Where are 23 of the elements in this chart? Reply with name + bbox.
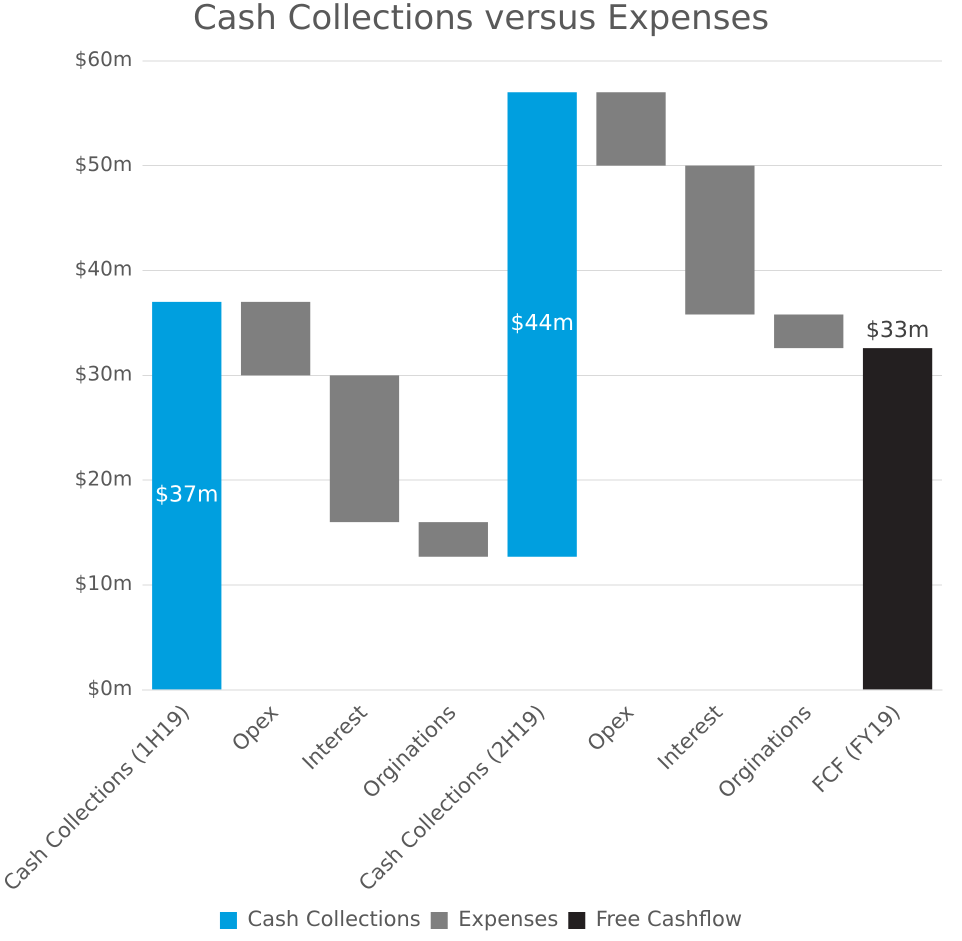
bar xyxy=(862,348,932,690)
bar xyxy=(330,375,400,522)
y-tick-label: $60m xyxy=(74,47,132,72)
bar xyxy=(418,522,488,557)
bar xyxy=(240,302,310,376)
y-tick-label: $30m xyxy=(74,362,132,386)
bar xyxy=(508,92,577,557)
chart-title: Cash Collections versus Expenses xyxy=(192,0,770,38)
legend-label: Expenses xyxy=(458,906,558,931)
y-tick-label: $0m xyxy=(87,676,132,700)
bar xyxy=(152,302,222,690)
bar xyxy=(685,166,755,315)
y-tick-label: $40m xyxy=(74,256,132,281)
data-label: $37m xyxy=(155,482,218,508)
bar xyxy=(774,314,844,348)
data-label: $44m xyxy=(510,311,574,336)
legend-label: Free Cashflow xyxy=(596,906,742,931)
legend-label: Cash Collections xyxy=(247,906,421,931)
bar xyxy=(596,92,666,166)
data-label: $33m xyxy=(866,318,930,343)
y-tick-label: $20m xyxy=(74,466,132,490)
y-tick-label: $50m xyxy=(74,152,132,176)
y-tick-label: $10m xyxy=(74,571,132,596)
